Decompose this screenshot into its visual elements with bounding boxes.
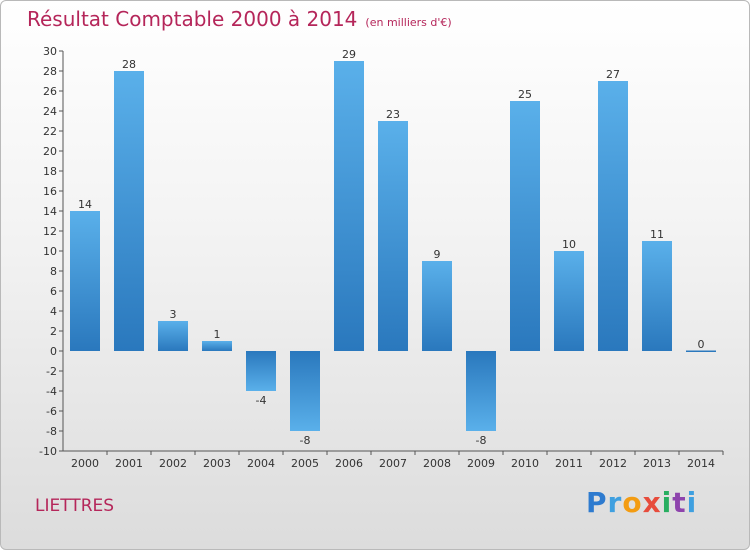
bar xyxy=(554,251,584,351)
y-tick-label: 2 xyxy=(50,325,57,338)
y-tick-label: -6 xyxy=(46,405,57,418)
y-tick-label: 22 xyxy=(43,125,57,138)
x-tick-label: 2008 xyxy=(423,457,451,470)
data-label: 9 xyxy=(434,248,441,261)
y-tick-label: 24 xyxy=(43,105,57,118)
bar xyxy=(686,350,716,352)
y-tick-label: 18 xyxy=(43,165,57,178)
y-tick-label: 30 xyxy=(43,45,57,58)
y-tick-label: 14 xyxy=(43,205,57,218)
data-label: 25 xyxy=(518,88,532,101)
y-tick-label: -8 xyxy=(46,425,57,438)
chart-subtitle: (en milliers d'€) xyxy=(365,16,452,29)
bar xyxy=(202,341,232,351)
data-label: 29 xyxy=(342,48,356,61)
x-tick-label: 2003 xyxy=(203,457,231,470)
x-tick-label: 2005 xyxy=(291,457,319,470)
bar xyxy=(642,241,672,351)
bar xyxy=(510,101,540,351)
y-tick-label: -4 xyxy=(46,385,57,398)
commune-name: LIETTRES xyxy=(35,496,115,516)
data-label: 23 xyxy=(386,108,400,121)
chart-title: Résultat Comptable 2000 à 2014 (en millie… xyxy=(27,7,452,31)
bar xyxy=(158,321,188,351)
y-tick-label: 8 xyxy=(50,265,57,278)
bar xyxy=(334,61,364,351)
y-tick-label: 0 xyxy=(50,345,57,358)
y-tick-label: 6 xyxy=(50,285,57,298)
data-label: -8 xyxy=(476,434,487,447)
data-label: 3 xyxy=(170,308,177,321)
data-label: 14 xyxy=(78,198,92,211)
bar xyxy=(114,71,144,351)
y-tick-label: 12 xyxy=(43,225,57,238)
x-tick-label: 2010 xyxy=(511,457,539,470)
y-tick-label: 4 xyxy=(50,305,57,318)
x-tick-label: 2014 xyxy=(687,457,715,470)
x-tick-label: 2009 xyxy=(467,457,495,470)
chart-title-text: Résultat Comptable 2000 à 2014 xyxy=(27,7,358,31)
bar xyxy=(466,351,496,431)
bar xyxy=(422,261,452,351)
data-label: 28 xyxy=(122,58,136,71)
x-tick-label: 2002 xyxy=(159,457,187,470)
data-label: 1 xyxy=(214,328,221,341)
bar xyxy=(378,121,408,351)
data-label: 0 xyxy=(698,338,705,351)
data-label: -8 xyxy=(300,434,311,447)
y-tick-label: 10 xyxy=(43,245,57,258)
y-tick-label: -2 xyxy=(46,365,57,378)
data-label: -4 xyxy=(256,394,267,407)
y-tick-label: 28 xyxy=(43,65,57,78)
x-tick-label: 2001 xyxy=(115,457,143,470)
x-tick-label: 2007 xyxy=(379,457,407,470)
data-label: 27 xyxy=(606,68,620,81)
bar xyxy=(70,211,100,351)
y-tick-label: 26 xyxy=(43,85,57,98)
bar xyxy=(290,351,320,431)
bar xyxy=(246,351,276,391)
x-tick-label: 2004 xyxy=(247,457,275,470)
x-tick-label: 2013 xyxy=(643,457,671,470)
bar xyxy=(598,81,628,351)
y-tick-label: -10 xyxy=(39,445,57,458)
data-label: 10 xyxy=(562,238,576,251)
data-label: 11 xyxy=(650,228,664,241)
x-tick-label: 2006 xyxy=(335,457,363,470)
proxiti-logo: Proxiti xyxy=(586,486,698,519)
x-tick-label: 2011 xyxy=(555,457,583,470)
x-tick-label: 2012 xyxy=(599,457,627,470)
y-tick-label: 16 xyxy=(43,185,57,198)
y-tick-label: 20 xyxy=(43,145,57,158)
x-tick-label: 2000 xyxy=(71,457,99,470)
